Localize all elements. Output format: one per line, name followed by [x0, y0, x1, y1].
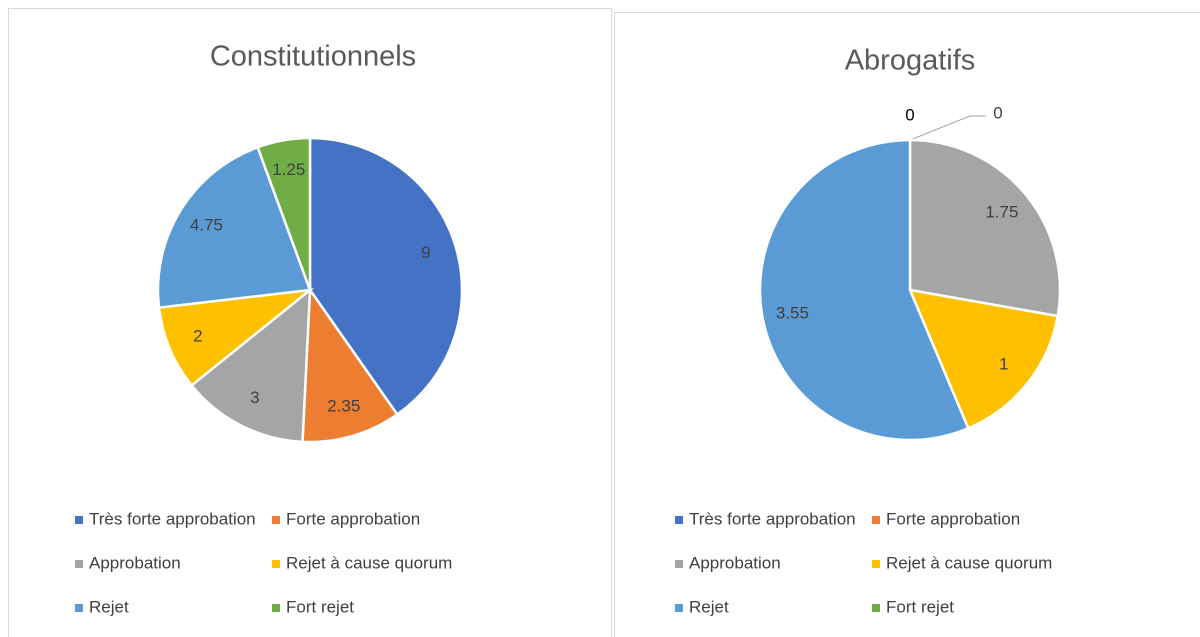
legend-marker — [872, 604, 880, 612]
pie-slice — [157, 288, 315, 388]
data-label: 1.75 — [985, 202, 1018, 221]
data-label: 0 — [905, 105, 914, 124]
legend-marker — [675, 516, 683, 524]
data-label: 2 — [193, 327, 202, 346]
pie-slice — [908, 138, 1062, 318]
legend-label: Rejet à cause quorum — [886, 553, 1052, 572]
chart-title: Abrogatifs — [845, 45, 976, 77]
legend-marker — [75, 516, 83, 524]
leader-line — [909, 115, 986, 141]
pie-slice — [907, 288, 1060, 430]
legend-marker — [872, 516, 880, 524]
data-label: 1.25 — [272, 160, 305, 179]
pie-slice — [301, 286, 399, 444]
data-label: 3 — [250, 388, 259, 407]
legend-marker — [272, 560, 280, 568]
legend-label: Approbation — [89, 553, 181, 572]
legend-marker — [75, 604, 83, 612]
data-label: 3.55 — [776, 303, 809, 322]
data-label: 2.35 — [327, 396, 360, 415]
legend-label: Forte approbation — [886, 509, 1020, 528]
pie-slice — [308, 136, 464, 417]
legend-marker — [272, 604, 280, 612]
data-label: 1 — [999, 354, 1008, 373]
legend-label: Fort rejet — [286, 597, 354, 616]
legend-label: Forte approbation — [286, 509, 420, 528]
legend-label: Rejet à cause quorum — [286, 553, 452, 572]
data-label: 9 — [421, 243, 430, 262]
legend-label: Très forte approbation — [689, 509, 856, 528]
panel-border — [8, 8, 612, 637]
panel-border — [614, 12, 1200, 637]
legend-marker — [272, 516, 280, 524]
legend-marker — [675, 604, 683, 612]
legend-marker — [675, 560, 683, 568]
legend-label: Fort rejet — [886, 597, 954, 616]
data-label: 0 — [993, 103, 1002, 122]
pie-slice — [189, 287, 312, 444]
pie-slice — [256, 136, 312, 291]
chart-title: Constitutionnels — [210, 41, 416, 73]
legend-label: Très forte approbation — [89, 509, 256, 528]
legend-label: Approbation — [689, 553, 781, 572]
data-label: 4.75 — [190, 216, 223, 235]
legend-marker — [872, 560, 880, 568]
legend-marker — [75, 560, 83, 568]
legend-label: Rejet — [89, 597, 129, 616]
legend-label: Rejet — [689, 597, 729, 616]
pie-slice — [758, 138, 970, 442]
